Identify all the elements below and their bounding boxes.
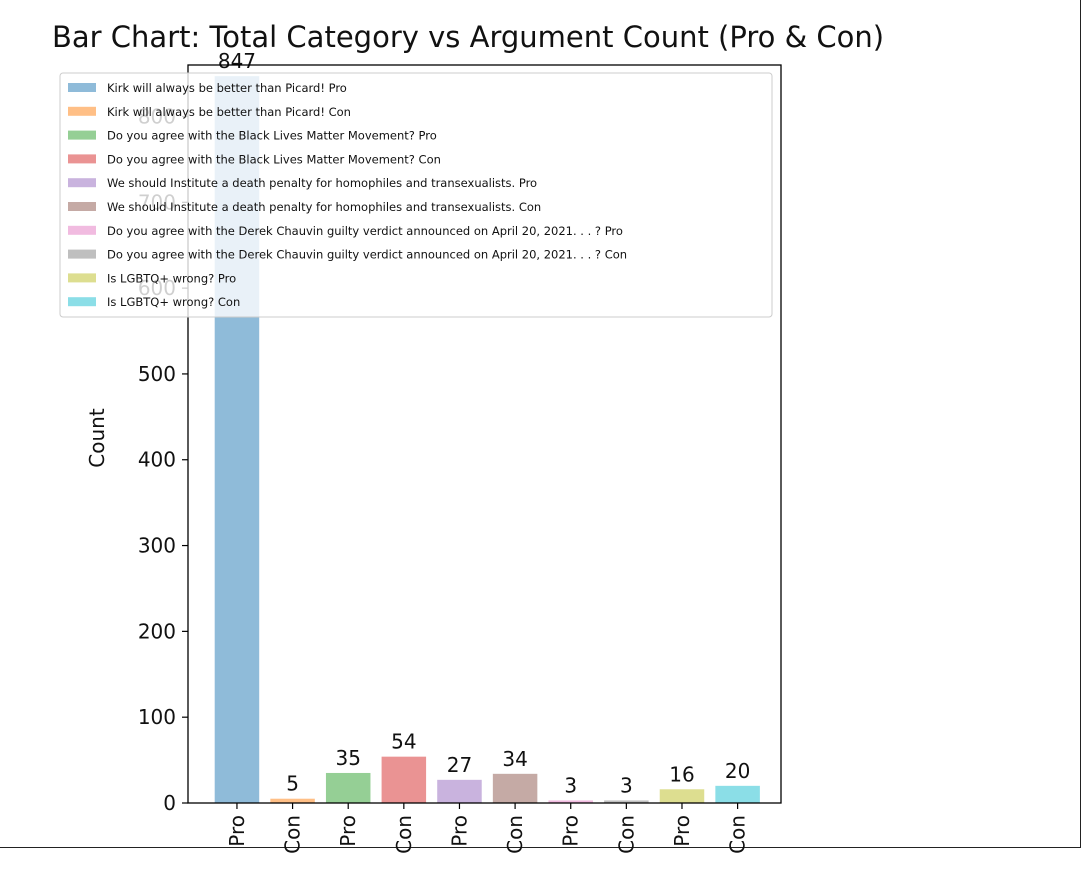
bar-2 bbox=[325, 772, 371, 803]
legend-swatch-8 bbox=[68, 273, 96, 283]
data-label-1: 5 bbox=[286, 772, 299, 796]
frame-right-border bbox=[1080, 0, 1081, 848]
data-label-9: 20 bbox=[725, 759, 750, 783]
bar-3 bbox=[381, 756, 427, 803]
x-tick-label-4: Pro bbox=[447, 815, 471, 847]
legend-label-9: Is LGBTQ+ wrong? Con bbox=[107, 295, 240, 309]
bar-7 bbox=[604, 800, 649, 803]
x-tick-label-3: Con bbox=[392, 815, 416, 854]
legend-label-2: Do you agree with the Black Lives Matter… bbox=[107, 129, 437, 143]
legend-label-0: Kirk will always be better than Picard! … bbox=[107, 81, 347, 95]
data-label-5: 34 bbox=[502, 747, 527, 771]
legend-label-1: Kirk will always be better than Picard! … bbox=[107, 105, 351, 119]
x-tick-label-7: Con bbox=[614, 815, 638, 854]
y-tick-label-2: 200 bbox=[138, 619, 176, 643]
y-tick-label-0: 0 bbox=[163, 791, 176, 815]
legend-swatch-6 bbox=[68, 225, 96, 235]
legend-swatch-1 bbox=[68, 106, 96, 116]
legend-swatch-2 bbox=[68, 130, 96, 140]
data-label-3: 54 bbox=[391, 730, 416, 754]
bars-layer bbox=[214, 76, 760, 803]
legend-swatch-5 bbox=[68, 202, 96, 211]
x-tick-label-9: Con bbox=[726, 815, 750, 854]
data-label-8: 16 bbox=[669, 762, 694, 786]
frame-bottom-border bbox=[0, 847, 1081, 848]
y-axis-label: Count bbox=[85, 408, 109, 468]
legend-swatch-7 bbox=[68, 249, 96, 259]
y-tick-label-1: 100 bbox=[138, 705, 176, 729]
x-tick-label-2: Pro bbox=[336, 815, 360, 847]
legend-label-6: Do you agree with the Derek Chauvin guil… bbox=[107, 224, 623, 238]
y-tick-label-3: 300 bbox=[138, 534, 176, 558]
data-label-6: 3 bbox=[564, 773, 577, 797]
legend-swatch-4 bbox=[68, 178, 96, 188]
bar-4 bbox=[437, 779, 482, 803]
legend-label-3: Do you agree with the Black Lives Matter… bbox=[107, 152, 441, 166]
legend-swatch-9 bbox=[68, 297, 96, 307]
bar-6 bbox=[548, 800, 593, 803]
x-tick-label-5: Con bbox=[503, 815, 527, 854]
legend-label-5: We should Institute a death penalty for … bbox=[107, 200, 541, 214]
data-labels-layer: 847 5 35 54 27 34 3 3 16 20 bbox=[218, 49, 750, 797]
bar-8 bbox=[659, 789, 705, 803]
data-label-0: 847 bbox=[218, 49, 256, 73]
chart-title: Bar Chart: Total Category vs Argument Co… bbox=[52, 20, 885, 54]
x-tick-label-0: Pro bbox=[225, 815, 249, 847]
x-tick-label-8: Pro bbox=[670, 815, 694, 847]
data-label-7: 3 bbox=[620, 773, 633, 797]
legend-label-4: We should Institute a death penalty for … bbox=[107, 176, 537, 190]
legend-swatch-0 bbox=[68, 83, 96, 92]
y-tick-label-4: 400 bbox=[138, 448, 176, 472]
bar-9 bbox=[715, 785, 760, 803]
x-tick-label-1: Con bbox=[281, 815, 305, 854]
legend: Kirk will always be better than Picard! … bbox=[59, 72, 773, 318]
x-tick-label-6: Pro bbox=[559, 815, 583, 847]
legend-swatch-3 bbox=[68, 154, 96, 164]
bar-5 bbox=[492, 773, 538, 803]
data-label-2: 35 bbox=[335, 746, 360, 770]
y-tick-label-5: 500 bbox=[138, 362, 176, 386]
plot-frame bbox=[187, 64, 782, 804]
data-label-4: 27 bbox=[447, 753, 472, 777]
bar-1 bbox=[270, 798, 315, 803]
legend-label-8: Is LGBTQ+ wrong? Pro bbox=[107, 271, 236, 285]
legend-label-7: Do you agree with the Derek Chauvin guil… bbox=[107, 248, 627, 262]
legend-box bbox=[59, 72, 773, 318]
